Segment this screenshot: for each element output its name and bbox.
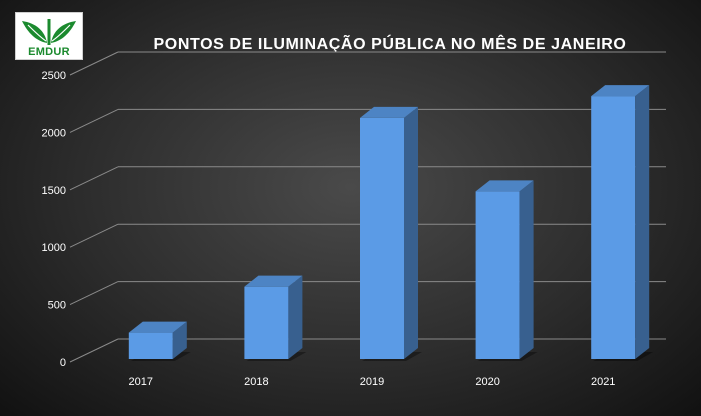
x-tick-label: 2020 (475, 376, 499, 388)
bar-2018 (244, 275, 307, 361)
x-tick-label: 2021 (591, 376, 615, 388)
y-tick-label: 2000 (42, 127, 66, 139)
bar-2019 (360, 106, 422, 361)
bar-top (360, 106, 418, 118)
bar-front (244, 286, 289, 359)
y-tick-label: 1500 (42, 185, 66, 197)
x-tick-label: 2017 (129, 376, 153, 388)
bar-top (591, 85, 650, 97)
bar-front (591, 96, 636, 359)
grid-side-line (69, 338, 119, 363)
bars (128, 85, 654, 361)
bar-front (128, 332, 173, 359)
y-tick-label: 2500 (42, 70, 66, 82)
bar-side (519, 180, 534, 359)
y-tick-label: 500 (48, 300, 66, 312)
bar-side (635, 85, 650, 359)
y-tick-label: 0 (60, 357, 66, 369)
x-tick-label: 2019 (360, 376, 384, 388)
grid-side-line (69, 223, 119, 248)
bar-side (288, 275, 303, 359)
bar-side (404, 106, 418, 359)
bar-front (475, 191, 520, 359)
chart-title: PONTOS DE ILUMINAÇÃO PÚBLICA NO MÊS DE J… (154, 33, 627, 53)
bar-2021 (591, 85, 654, 361)
logo-text: EMDUR (28, 46, 70, 58)
bar-side (172, 321, 187, 359)
grid-side-line (69, 51, 119, 76)
x-axis-ticks: 2017 2018 2019 2020 2021 (129, 376, 616, 388)
bar-front (360, 117, 404, 359)
bar-top (475, 180, 534, 192)
x-tick-label: 2018 (244, 376, 268, 388)
bar-top (128, 321, 187, 333)
y-axis-ticks: 0 500 1000 1500 2000 2500 (42, 70, 66, 369)
y-tick-label: 1000 (42, 242, 66, 254)
bar-top (244, 275, 303, 287)
grid-side-line (69, 166, 119, 191)
bar-2017 (128, 321, 191, 361)
emdur-logo: EMDUR (15, 12, 83, 60)
bar-2020 (475, 180, 538, 361)
grid-side-line (69, 281, 119, 306)
grid-side-line (69, 108, 119, 133)
leaf-logo-icon (22, 19, 76, 45)
